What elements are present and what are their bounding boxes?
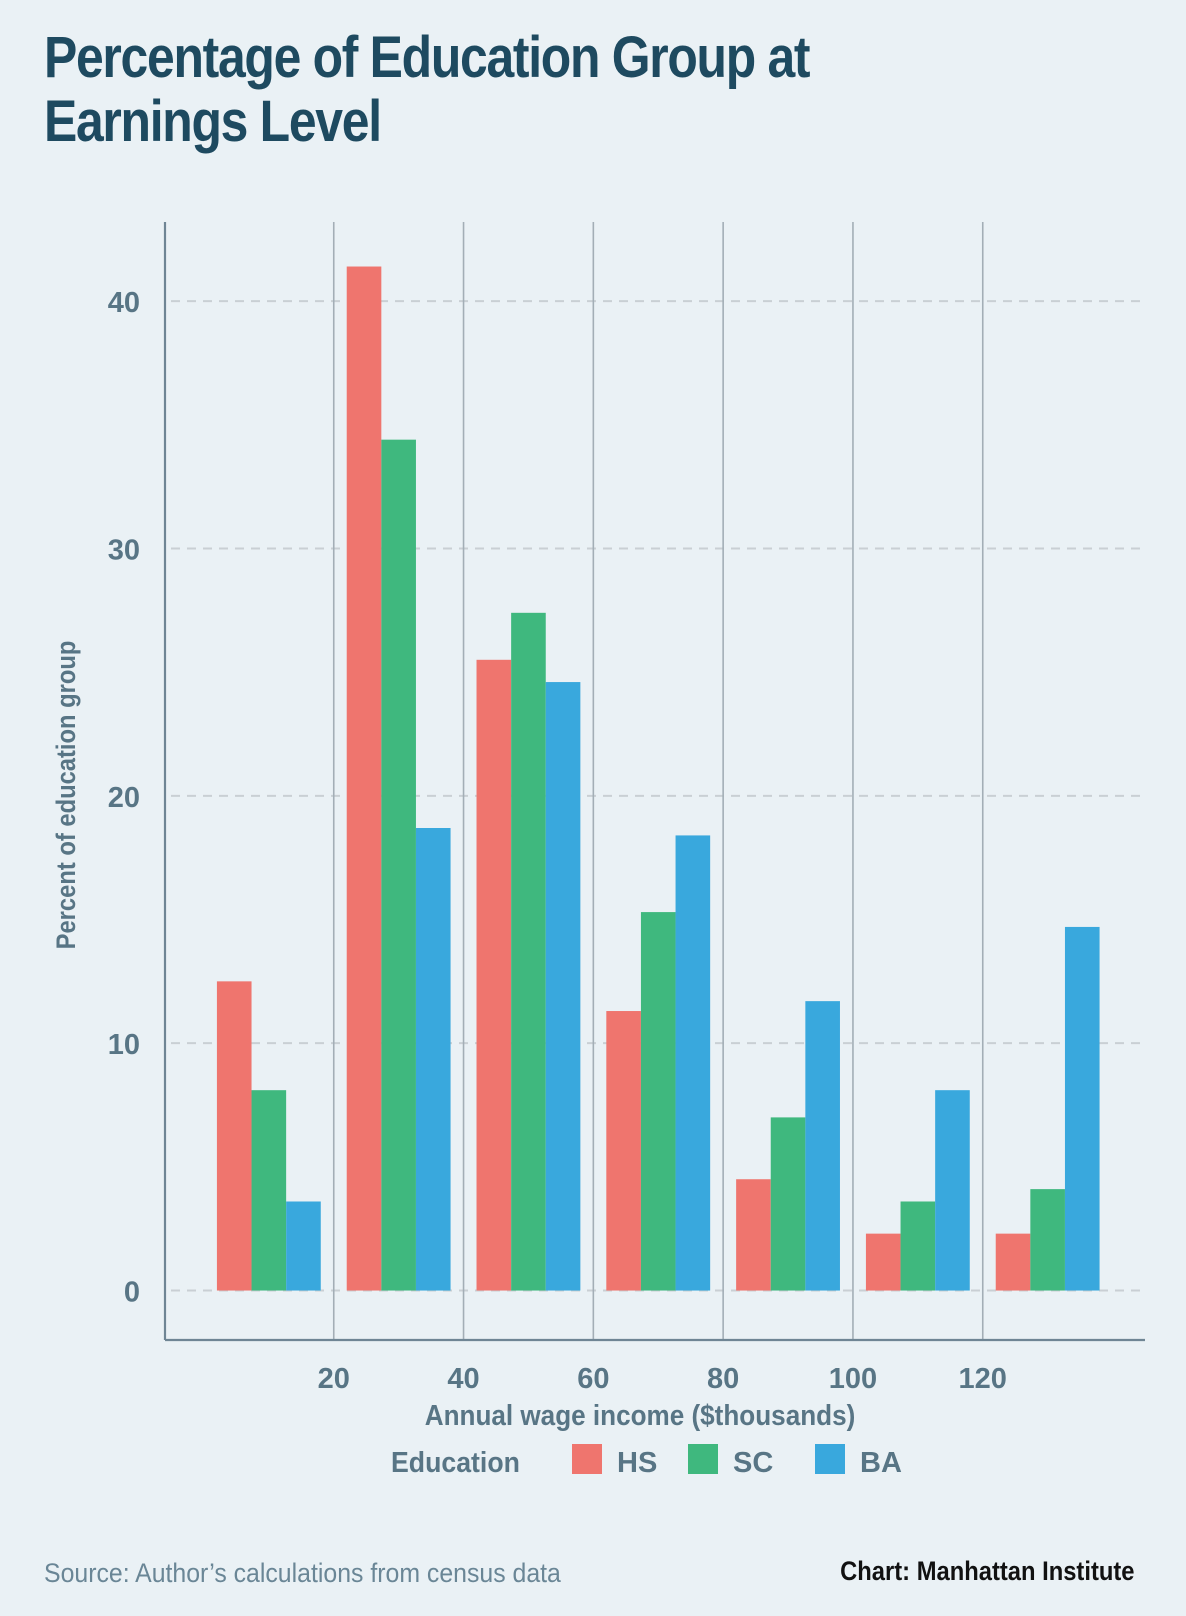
x-tick-label: 60 <box>577 1363 609 1395</box>
legend-swatch-ba <box>815 1444 845 1474</box>
y-tick-label: 0 <box>124 1277 140 1309</box>
tick-labels: 0 10 20 30 40 20 40 60 80 100 120 <box>108 287 1007 1395</box>
x-tick-label: 40 <box>447 1363 479 1395</box>
bar-ba <box>675 835 711 1291</box>
y-axis-label: Percent of education group <box>52 641 82 950</box>
bar-ba <box>935 1090 970 1291</box>
bar-ba <box>805 1001 840 1291</box>
bar-hs <box>606 1011 641 1291</box>
x-tick-label: 100 <box>829 1363 877 1395</box>
legend-title: Education <box>391 1446 520 1478</box>
bar-hs <box>476 659 512 1291</box>
legend-label-sc: SC <box>733 1447 773 1479</box>
y-tick-label: 40 <box>108 287 140 319</box>
bar-ba <box>1064 926 1100 1291</box>
bar-ba <box>415 828 451 1291</box>
legend-label-ba: BA <box>860 1447 902 1479</box>
bar-hs <box>995 1233 1031 1291</box>
x-tick-label: 80 <box>707 1363 739 1395</box>
bar-hs <box>736 1179 771 1291</box>
gridlines <box>171 222 1145 1340</box>
legend-label-hs: HS <box>617 1447 657 1479</box>
bar-sc <box>640 912 676 1291</box>
bar-ba <box>545 682 581 1291</box>
bar-sc <box>251 1090 287 1291</box>
bar-sc <box>1030 1189 1065 1291</box>
bar-sc <box>770 1117 806 1291</box>
chart-title: Percentage of Education Group at Earning… <box>44 25 811 154</box>
y-tick-label: 30 <box>108 534 140 566</box>
bar-hs <box>865 1233 901 1291</box>
x-axis-label: Annual wage income ($thousands) <box>425 1399 856 1432</box>
x-tick-label: 120 <box>959 1363 1007 1395</box>
x-tick-label: 20 <box>318 1363 350 1395</box>
source-note: Source: Author’s calculations from censu… <box>44 1558 561 1588</box>
legend: Education HS SC BA <box>391 1444 902 1479</box>
bar-hs <box>216 981 252 1291</box>
bar-sc <box>900 1201 936 1291</box>
y-tick-label: 10 <box>108 1029 140 1061</box>
legend-swatch-sc <box>688 1444 718 1474</box>
bar-sc <box>511 612 546 1291</box>
bar-hs <box>346 266 382 1291</box>
legend-swatch-hs <box>572 1444 602 1474</box>
axes <box>163 222 1145 1342</box>
y-tick-label: 20 <box>108 782 140 814</box>
bar-ba <box>286 1201 321 1291</box>
chart-credit: Chart: Manhattan Institute <box>839 1556 1134 1586</box>
bar-chart: 0 10 20 30 40 20 40 60 80 100 120 Percent of educa… <box>52 222 1145 1479</box>
bars <box>216 266 1100 1291</box>
bar-sc <box>381 439 416 1291</box>
